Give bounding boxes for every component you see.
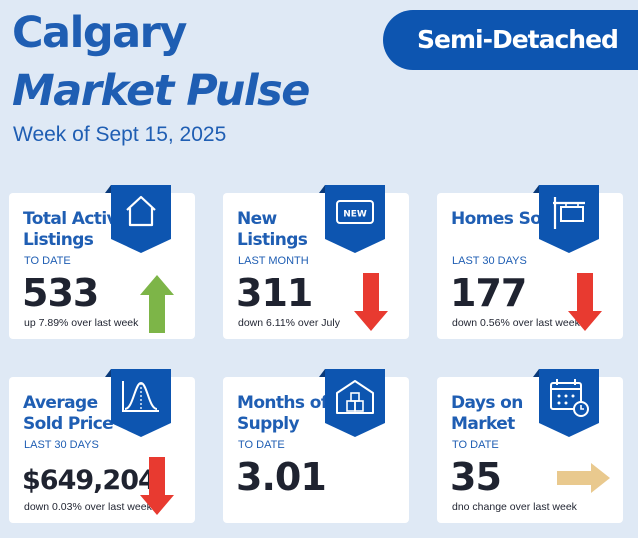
trend-down-arrow-icon xyxy=(351,273,391,333)
trend-down-arrow-icon xyxy=(565,273,605,333)
card-title: New Listings xyxy=(237,209,308,250)
trend-flat-arrow-icon xyxy=(557,461,611,521)
page-title-line2: Market Pulse xyxy=(12,66,310,116)
card-period: LAST MONTH xyxy=(238,255,309,267)
new-tag-icon: NEW xyxy=(319,185,385,253)
page-title-line1: Calgary xyxy=(12,8,187,58)
new-tag-label: NEW xyxy=(343,210,367,220)
trend-down-arrow-icon xyxy=(137,457,177,517)
card-new-listings: New Listings LAST MONTH 311 down 6.11% o… xyxy=(223,185,409,339)
card-period: LAST 30 DAYS xyxy=(452,255,527,267)
card-value: 35 xyxy=(450,455,502,499)
card-change: down 0.56% over last week xyxy=(452,317,580,329)
card-period: TO DATE xyxy=(24,255,71,267)
card-homes-sold: Homes Sold LAST 30 DAYS 177 down 0.56% o… xyxy=(437,185,623,339)
bell-curve-icon xyxy=(105,369,171,437)
card-period: TO DATE xyxy=(452,439,499,451)
property-type-badge: Semi-Detached xyxy=(383,10,638,70)
card-period: TO DATE xyxy=(238,439,285,451)
card-title: Days on Market xyxy=(451,393,523,434)
card-value: 311 xyxy=(236,271,313,315)
card-change: up 7.89% over last week xyxy=(24,317,139,329)
card-title: Total Active Listings xyxy=(23,209,129,250)
card-value: 533 xyxy=(22,271,99,315)
card-change: down 6.11% over July xyxy=(238,317,340,329)
card-days-on-market: Days on Market TO DATE 35 dno change ove… xyxy=(437,369,623,523)
sold-sign-icon xyxy=(533,185,599,253)
page-subtitle: Week of Sept 15, 2025 xyxy=(13,123,227,146)
card-title: Months of Supply xyxy=(237,393,328,434)
card-title: Homes Sold xyxy=(451,209,559,229)
card-value: 177 xyxy=(450,271,527,315)
trend-up-arrow-icon xyxy=(137,273,177,333)
card-value: $649,204 xyxy=(22,465,157,496)
warehouse-boxes-icon xyxy=(319,369,385,437)
calendar-clock-icon xyxy=(533,369,599,437)
card-total-active-listings: Total Active Listings TO DATE 533 up 7.8… xyxy=(9,185,195,339)
card-average-sold-price: Average Sold Price LAST 30 DAYS $649,204… xyxy=(9,369,195,523)
card-change: down 0.03% over last week xyxy=(24,501,152,513)
card-value: 3.01 xyxy=(236,455,327,499)
card-title: Average Sold Price xyxy=(23,393,114,434)
card-period: LAST 30 DAYS xyxy=(24,439,99,451)
card-months-of-supply: Months of Supply TO DATE 3.01 xyxy=(223,369,409,523)
house-icon xyxy=(105,185,171,253)
card-change: dno change over last week xyxy=(452,501,577,513)
